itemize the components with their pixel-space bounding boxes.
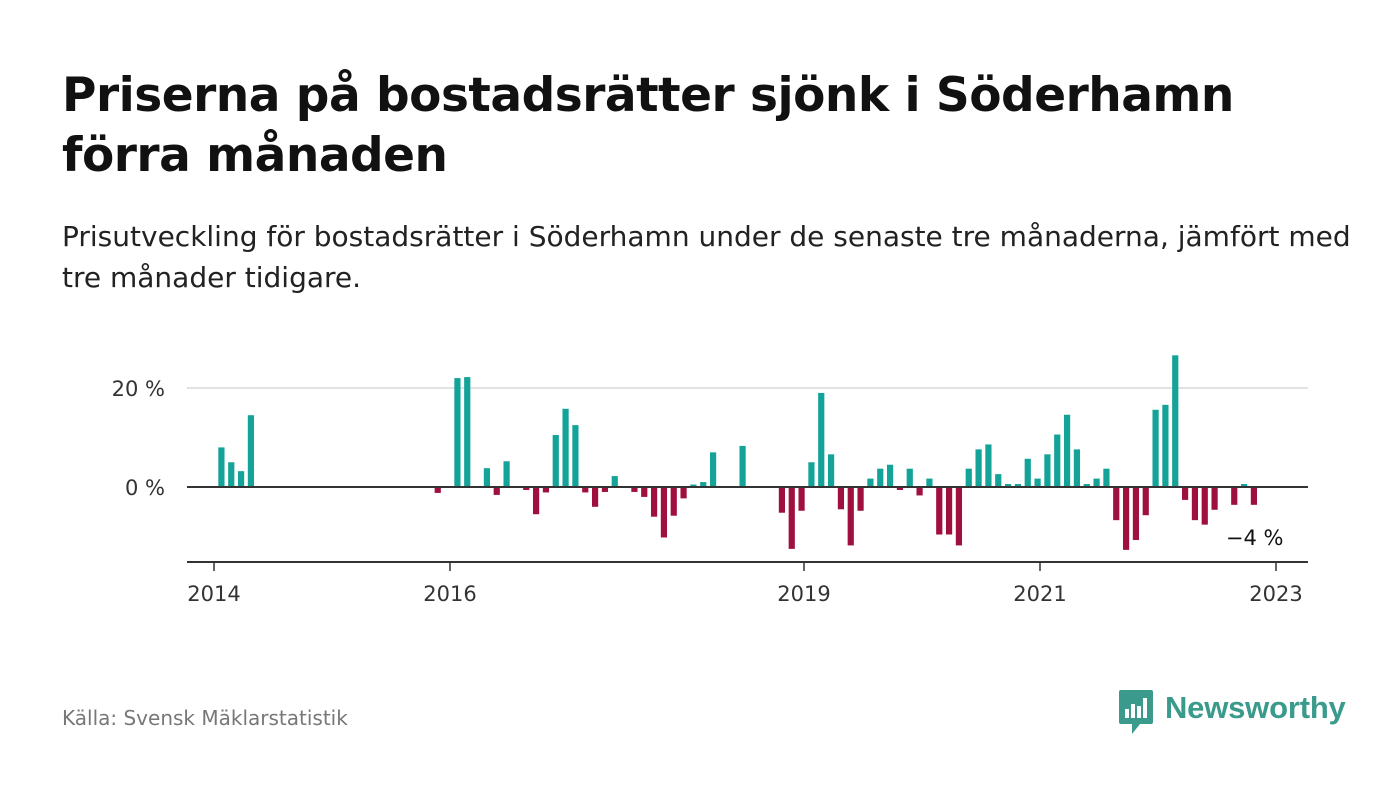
chart-subtitle: Prisutveckling för bostadsrätter i Söder… bbox=[62, 220, 1351, 294]
bar bbox=[690, 484, 697, 487]
chart-title: Priserna på bostadsrätter sjönk i Söderh… bbox=[62, 68, 1234, 183]
bar bbox=[906, 468, 913, 487]
bar bbox=[552, 435, 559, 487]
newsworthy-logo-icon bbox=[1119, 690, 1153, 734]
bar bbox=[641, 487, 648, 497]
bar bbox=[1093, 478, 1100, 487]
bar bbox=[1201, 487, 1208, 525]
bar bbox=[1240, 484, 1248, 487]
source-note: Källa: Svensk Mäklarstatistik bbox=[62, 706, 348, 730]
x-tick-label: 2019 bbox=[777, 582, 830, 606]
bar bbox=[1004, 484, 1012, 487]
bar bbox=[1034, 478, 1041, 487]
bar bbox=[1113, 487, 1120, 521]
bar bbox=[867, 478, 874, 487]
x-tick-label: 2021 bbox=[1013, 582, 1066, 606]
bar bbox=[985, 444, 992, 487]
brand-name: Newsworthy bbox=[1165, 690, 1346, 725]
bar bbox=[709, 452, 717, 487]
bar bbox=[788, 487, 795, 549]
bar bbox=[798, 487, 805, 511]
bar bbox=[1083, 484, 1090, 487]
bar bbox=[670, 487, 677, 516]
bar bbox=[896, 487, 904, 490]
bar bbox=[916, 487, 923, 496]
bar bbox=[1073, 449, 1081, 487]
bar bbox=[464, 377, 471, 487]
x-tick-label: 2014 bbox=[187, 582, 240, 606]
bar bbox=[886, 464, 894, 487]
bar bbox=[1014, 484, 1022, 487]
bar bbox=[926, 478, 933, 487]
bar bbox=[975, 449, 982, 487]
bar bbox=[660, 487, 668, 538]
x-tick-label: 2023 bbox=[1249, 582, 1302, 606]
bar bbox=[1231, 487, 1238, 505]
bar bbox=[1211, 487, 1218, 510]
bar bbox=[572, 425, 579, 488]
bar bbox=[945, 487, 953, 535]
bar bbox=[454, 378, 461, 487]
bar bbox=[739, 445, 746, 487]
bar bbox=[1132, 487, 1140, 540]
y-axis-labels: 0 % 20 % bbox=[112, 377, 165, 500]
bar bbox=[1024, 458, 1031, 487]
bar bbox=[503, 461, 510, 487]
bar bbox=[700, 482, 707, 487]
bar bbox=[562, 408, 569, 487]
bar bbox=[847, 487, 854, 546]
bar bbox=[936, 487, 943, 535]
bar bbox=[483, 468, 491, 487]
x-tick-label: 2016 bbox=[423, 582, 476, 606]
bar bbox=[1063, 414, 1071, 487]
bar bbox=[1250, 487, 1258, 505]
bar bbox=[680, 487, 687, 499]
bar bbox=[778, 487, 786, 513]
bar bbox=[1054, 434, 1061, 487]
bars bbox=[218, 355, 1258, 550]
bar bbox=[995, 474, 1002, 487]
bar bbox=[582, 487, 589, 493]
bar bbox=[218, 447, 225, 487]
last-value-label: −4 % bbox=[1226, 526, 1284, 550]
y-tick-label: 0 % bbox=[125, 476, 165, 500]
x-axis-ticks: 2014 2016 2019 2021 2023 bbox=[187, 562, 1303, 606]
bar bbox=[228, 462, 235, 487]
bar bbox=[1142, 487, 1149, 516]
newsworthy-logo: Newsworthy bbox=[1118, 689, 1346, 735]
bar bbox=[1181, 487, 1189, 500]
bar bbox=[1044, 454, 1051, 487]
bar bbox=[523, 487, 530, 490]
bar bbox=[650, 487, 658, 517]
bar bbox=[837, 487, 845, 510]
bar bbox=[1191, 487, 1199, 521]
bar bbox=[877, 468, 884, 487]
bar bbox=[857, 487, 864, 511]
bar bbox=[247, 415, 255, 487]
bar bbox=[808, 462, 815, 487]
bar bbox=[1152, 409, 1159, 487]
bar bbox=[965, 468, 972, 487]
bar bbox=[955, 487, 963, 546]
y-tick-label: 20 % bbox=[112, 377, 165, 401]
bar bbox=[827, 454, 835, 487]
bar bbox=[591, 487, 599, 507]
bar bbox=[1103, 468, 1110, 487]
bar bbox=[434, 487, 441, 493]
bar bbox=[1162, 404, 1169, 487]
bar bbox=[493, 487, 500, 495]
bar-chart: 0 % 20 % 2014 2016 2019 2021 2023 −4 % bbox=[112, 355, 1308, 606]
bar bbox=[237, 471, 245, 487]
bar bbox=[1122, 487, 1130, 550]
bar bbox=[532, 487, 540, 515]
bar bbox=[542, 487, 550, 493]
bar bbox=[1172, 355, 1179, 487]
bar bbox=[611, 476, 618, 487]
bar bbox=[818, 392, 825, 487]
bar bbox=[601, 487, 609, 492]
bar bbox=[631, 487, 638, 492]
